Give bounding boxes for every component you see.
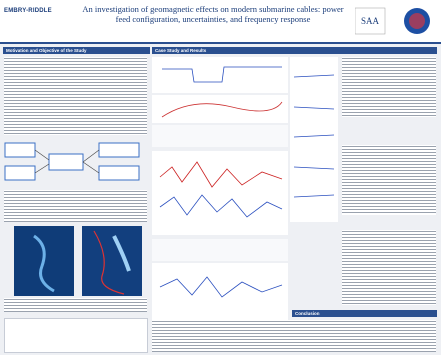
maps [14, 226, 142, 296]
section-heading: Case Study and Results [152, 47, 437, 54]
poster-title: An investigation of geomagnetic effects … [78, 4, 348, 24]
poster: EMBRY-RIDDLE An investigation of geomagn… [0, 0, 441, 355]
text-block [342, 145, 436, 215]
text-block [152, 320, 436, 352]
text-block [4, 57, 147, 135]
header: EMBRY-RIDDLE An investigation of geomagn… [0, 0, 441, 44]
section-heading: Motivation and Objective of the Study [3, 47, 150, 54]
logos: SAA [355, 6, 435, 36]
text-block [342, 57, 436, 117]
flow-diagram [4, 138, 148, 188]
text-block [4, 298, 147, 312]
text-block [342, 230, 436, 305]
reference-table [4, 318, 148, 353]
text-block [4, 190, 147, 222]
logo: EMBRY-RIDDLE [4, 8, 52, 14]
section-heading: Conclusion [292, 310, 437, 317]
figures [152, 57, 288, 327]
svg-text:SAA: SAA [361, 16, 380, 26]
